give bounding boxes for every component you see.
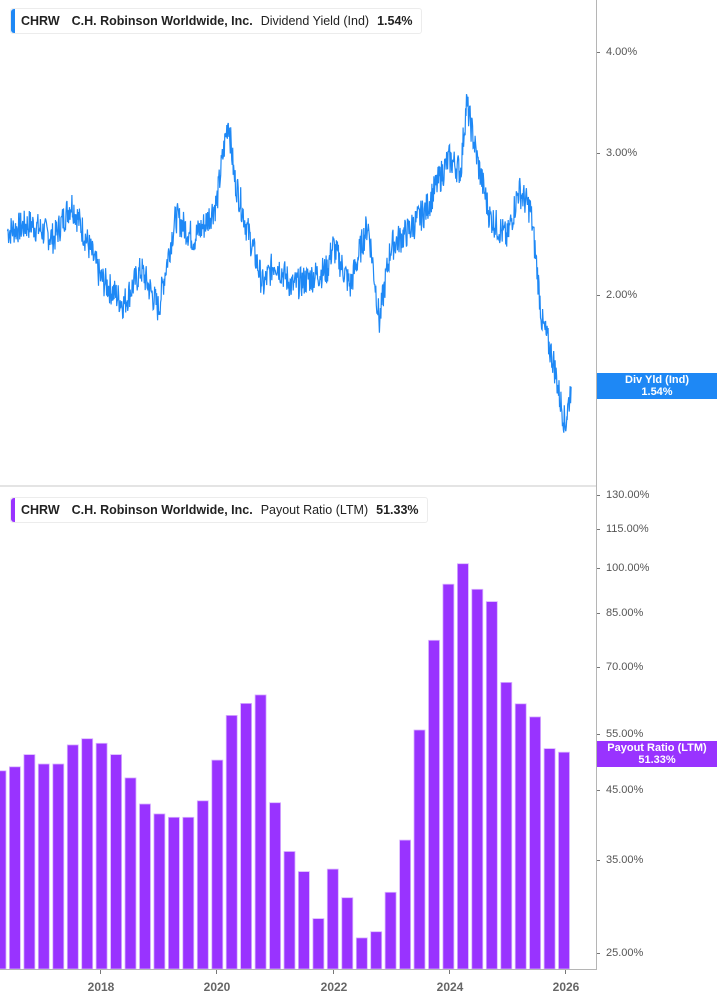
legend-metric: Payout Ratio (LTM) xyxy=(260,503,369,517)
payout-ratio-panel: CHRW C.H. Robinson Worldwide, Inc. Payou… xyxy=(0,487,597,970)
x-tick-mark xyxy=(333,970,334,974)
dividend-yield-panel: CHRW C.H. Robinson Worldwide, Inc. Divid… xyxy=(0,0,597,486)
legend-metric: Dividend Yield (Ind) xyxy=(260,14,370,28)
series-color-swatch xyxy=(11,498,15,522)
y-tick-70pct: 70.00% xyxy=(597,661,643,673)
payout-ratio-legend: CHRW C.H. Robinson Worldwide, Inc. Payou… xyxy=(10,497,428,523)
legend-value: 51.33% xyxy=(376,503,419,517)
x-tick-2024: 2024 xyxy=(436,980,464,994)
y-tick-130pct: 130.00% xyxy=(597,489,649,501)
dividend-yield-line-chart xyxy=(6,93,572,433)
y-tick-3pct: 3.00% xyxy=(597,147,637,159)
y-tick-35pct: 35.00% xyxy=(597,854,643,866)
x-tick-mark xyxy=(565,970,566,974)
x-tick-2018: 2018 xyxy=(87,980,115,994)
y-tick-55pct: 55.00% xyxy=(597,728,643,740)
legend-value: 1.54% xyxy=(377,14,413,28)
x-tick-2026: 2026 xyxy=(552,980,580,994)
x-tick-2020: 2020 xyxy=(203,980,231,994)
y-tick-115pct: 115.00% xyxy=(597,523,649,535)
y-tick-25pct: 25.00% xyxy=(597,947,643,959)
x-tick-mark xyxy=(100,970,101,974)
series-color-swatch xyxy=(11,9,15,33)
panel-divider[interactable] xyxy=(0,485,597,487)
y-tick-2pct: 2.00% xyxy=(597,289,637,301)
dividend-yield-value-tag: Div Yld (Ind) 1.54% xyxy=(597,373,717,399)
x-tick-mark xyxy=(449,970,450,974)
legend-company: C.H. Robinson Worldwide, Inc. xyxy=(71,14,253,28)
y-tick-100pct: 100.00% xyxy=(597,562,649,574)
x-tick-2022: 2022 xyxy=(320,980,348,994)
x-axis-line xyxy=(0,969,597,970)
y-tick-4pct: 4.00% xyxy=(597,46,637,58)
x-tick-mark xyxy=(216,970,217,974)
y-axis-line xyxy=(596,0,597,970)
y-tick-45pct: 45.00% xyxy=(597,784,643,796)
y-tick-85pct: 85.00% xyxy=(597,607,643,619)
dividend-yield-legend: CHRW C.H. Robinson Worldwide, Inc. Divid… xyxy=(10,8,422,34)
payout-ratio-value-tag: Payout Ratio (LTM) 51.33% xyxy=(597,741,717,767)
legend-company: C.H. Robinson Worldwide, Inc. xyxy=(71,503,253,517)
legend-ticker: CHRW xyxy=(21,503,60,517)
legend-ticker: CHRW xyxy=(21,14,60,28)
